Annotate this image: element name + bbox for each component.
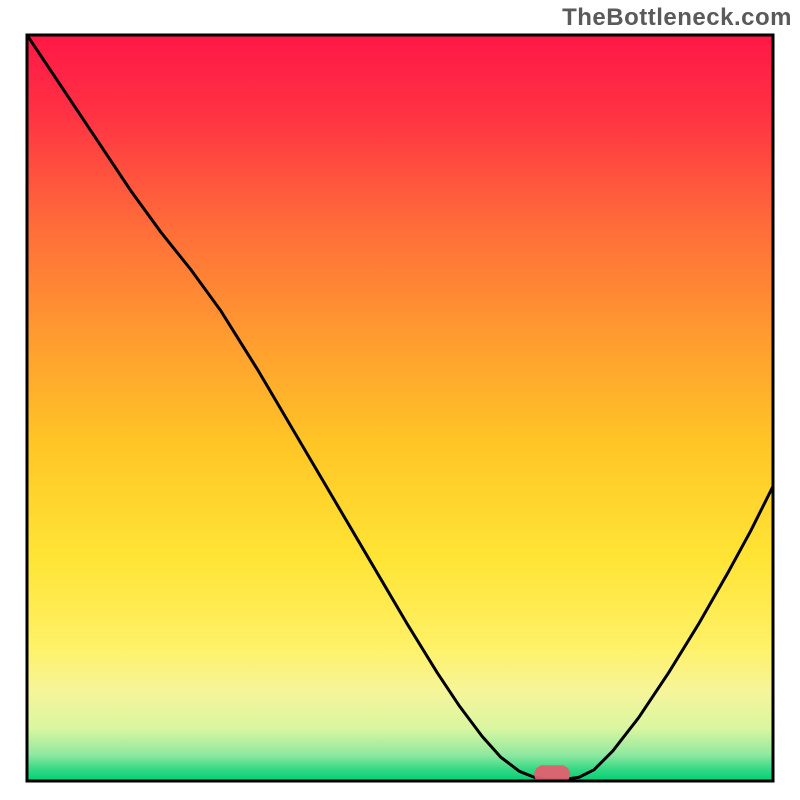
- gradient-background: [27, 35, 773, 781]
- bottleneck-chart: [0, 0, 800, 800]
- chart-root: TheBottleneck.com: [0, 0, 800, 800]
